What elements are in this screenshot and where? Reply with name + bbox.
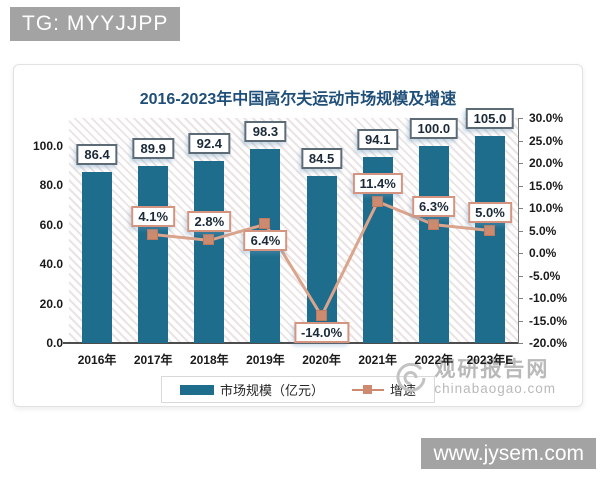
- right-axis-tick-mark: [518, 320, 523, 322]
- x-axis-line: [63, 342, 519, 344]
- legend-item-growth: 增速: [352, 380, 416, 399]
- x-tick-label: 2017年: [133, 353, 173, 367]
- line-value-label: 11.4%: [352, 172, 403, 194]
- growth-line: [153, 199, 491, 320]
- growth-marker: [203, 234, 215, 246]
- x-tick-label: 2019年: [246, 353, 285, 367]
- watermark-site-name: 观研报告网: [434, 358, 550, 381]
- chinabaogao-logo-icon: [396, 362, 426, 392]
- watermark-text-block: 观研报告网 chinabaogao.com: [434, 358, 556, 397]
- right-axis-tick-mark: [518, 118, 523, 119]
- right-axis-tick-label: 0.0%: [529, 246, 557, 260]
- bar-value-label: 98.3: [244, 120, 287, 142]
- right-axis-tick-mark: [518, 140, 523, 142]
- x-tick-label: 2016年: [77, 353, 117, 367]
- legend-label-growth: 增速: [390, 383, 417, 398]
- tg-watermark-text: TG: MYYJJPP: [22, 12, 169, 35]
- growth-marker: [315, 310, 327, 321]
- legend-item-market-size: 市场规模（亿元）: [179, 380, 324, 399]
- bar-value-label: 94.1: [357, 129, 399, 151]
- growth-marker: [371, 195, 383, 207]
- right-axis-tick-mark: [518, 275, 523, 277]
- left-axis-tick-label: 60.0: [39, 217, 63, 232]
- x-tick-label: 2021年: [358, 353, 398, 367]
- right-axis-tick-label: 25.0%: [529, 133, 564, 148]
- line-value-label: 2.8%: [187, 211, 232, 233]
- left-axis-tick-label: 80.0: [39, 178, 63, 193]
- right-axis-tick-label: 30.0%: [529, 111, 564, 125]
- right-axis-tick-label: -15.0%: [529, 313, 568, 328]
- legend-label-market-size: 市场规模（亿元）: [219, 383, 324, 398]
- left-axis-tick-label: 20.0: [39, 296, 63, 311]
- line-value-label: -14.0%: [293, 322, 350, 343]
- bar: [138, 165, 169, 343]
- right-axis-tick-label: -20.0%: [529, 336, 568, 350]
- legend: 市场规模（亿元） 增速: [160, 376, 436, 403]
- right-axis-tick-mark: [518, 253, 523, 254]
- right-axis-tick-label: 5.0%: [529, 223, 557, 238]
- bar: [194, 160, 225, 343]
- bar: [474, 135, 505, 343]
- bar-value-label: 89.9: [132, 137, 174, 159]
- bar: [418, 145, 449, 343]
- growth-marker: [427, 218, 439, 230]
- right-axis-tick-label: 20.0%: [529, 156, 564, 170]
- line-value-label: 4.1%: [131, 205, 176, 227]
- chart-title: 2016-2023年中国高尔夫运动市场规模及增速: [139, 91, 457, 108]
- left-axis-tick-label: 100.0: [32, 138, 63, 153]
- bar: [82, 172, 113, 343]
- left-axis-tick-label: 40.0: [39, 257, 63, 272]
- left-axis-tick-label: 0.0: [46, 336, 63, 350]
- right-axis-tick-mark: [518, 298, 523, 299]
- bar-series-swatch-icon: [179, 384, 214, 395]
- right-axis-tick-label: 15.0%: [529, 178, 564, 193]
- growth-marker: [483, 224, 495, 236]
- right-axis-tick-label: -10.0%: [529, 291, 568, 305]
- bar-value-label: 84.5: [300, 148, 343, 170]
- bar-value-label: 92.4: [188, 132, 230, 154]
- bar-value-label: 100.0: [409, 117, 459, 139]
- line-series-swatch-icon: [352, 384, 384, 395]
- right-axis-tick-label: 10.0%: [529, 201, 564, 215]
- right-axis-tick-mark: [518, 230, 523, 232]
- x-tick-label: 2022年: [414, 353, 454, 367]
- watermark: 观研报告网 chinabaogao.com: [394, 359, 556, 396]
- growth-marker: [147, 228, 159, 240]
- right-axis-tick-mark: [518, 343, 523, 344]
- line-value-label: 5.0%: [468, 201, 512, 223]
- watermark-domain: chinabaogao.com: [434, 381, 556, 396]
- line-value-label: 6.4%: [243, 230, 288, 252]
- x-tick-label: 2023年E: [466, 353, 514, 367]
- right-axis-tick-mark: [518, 208, 523, 209]
- bar-value-label: 86.4: [76, 144, 118, 166]
- site-url-badge: www.jysem.com: [421, 438, 596, 469]
- bar-value-label: 105.0: [465, 107, 515, 129]
- growth-marker: [259, 218, 271, 230]
- x-tick-label: 2018年: [189, 353, 229, 367]
- tg-watermark-badge: TG: MYYJJPP: [10, 7, 181, 41]
- x-tick-label: 2020年: [302, 353, 341, 367]
- right-axis-tick-mark: [518, 163, 523, 164]
- site-url-text: www.jysem.com: [433, 441, 584, 465]
- right-axis-tick-mark: [518, 185, 523, 187]
- chart-card: 2016-2023年中国高尔夫运动市场规模及增速 市场规模（亿元） 增速 观研报…: [13, 64, 583, 407]
- line-value-label: 6.3%: [411, 195, 456, 217]
- right-axis-tick-label: -5.0%: [529, 268, 561, 283]
